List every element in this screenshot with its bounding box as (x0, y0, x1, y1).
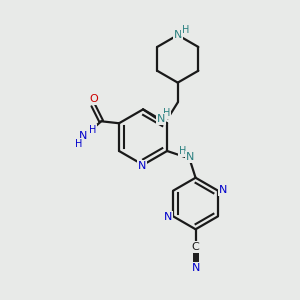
Text: O: O (89, 94, 98, 104)
Text: C: C (192, 242, 200, 252)
Text: N: N (186, 152, 194, 162)
Text: N: N (138, 161, 146, 171)
Text: N: N (157, 114, 165, 124)
Text: H: H (179, 146, 187, 156)
Text: N: N (174, 30, 182, 40)
Text: H: H (75, 139, 82, 149)
Text: H: H (88, 125, 96, 135)
Text: N: N (79, 131, 88, 141)
Text: N: N (191, 263, 200, 273)
Text: N: N (164, 212, 172, 222)
Text: H: H (182, 25, 189, 35)
Text: H: H (163, 108, 170, 118)
Text: N: N (219, 184, 227, 195)
